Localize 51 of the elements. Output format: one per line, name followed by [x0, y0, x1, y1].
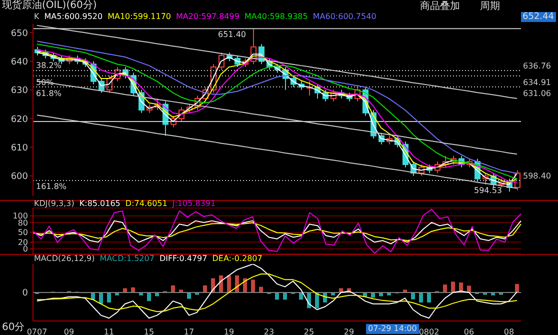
ref-line-label: 636.76 [523, 62, 551, 71]
y-tick-label: 640 [10, 57, 28, 68]
text: MA20:597.8499 [176, 12, 240, 22]
text: D:74.6051 [125, 199, 168, 209]
series-label: DEA:-0.2807 [212, 254, 262, 264]
text: MACD:1.5207 [100, 254, 154, 264]
ref-line-label: 631.06 [523, 88, 551, 98]
y-tick-label: 80 [18, 218, 28, 228]
x-tick-label: 08 [504, 328, 514, 335]
y-tick-label: 100 [12, 212, 28, 221]
x-tick-label: 09 [64, 328, 74, 335]
y-tick-label: 50 [18, 228, 28, 238]
y-tick-label: 650 [10, 28, 28, 39]
annotation: 61.8% [36, 89, 62, 99]
text: 652.44 [520, 12, 556, 22]
text: 周期 [480, 0, 500, 13]
x-tick-label: 06 [464, 328, 474, 335]
annotation: MACD(26,12,9) [34, 254, 95, 264]
annotation: 38.2% [36, 61, 62, 71]
text: 60分 [2, 322, 25, 333]
x-tick-label: 29 [344, 328, 354, 335]
x-tick-label: 15 [144, 328, 154, 335]
y-tick-label: 0 [22, 244, 28, 254]
x-tick-label: 0802 [418, 328, 440, 335]
annotation: KDJ(9,3,3) [34, 199, 74, 209]
x-tick-label: 0707 [26, 328, 48, 335]
text: K [34, 12, 40, 22]
series-label: J:105.8391 [172, 199, 216, 209]
annotation: 651.40 [218, 30, 246, 40]
y-tick-label: 610 [10, 143, 28, 154]
y-tick-label: 600 [10, 172, 28, 182]
annotation: 161.8% [36, 182, 67, 192]
ref-line-label: 598.40 [523, 172, 551, 181]
text: MA5:600.9520 [44, 12, 103, 22]
x-tick-label: 11 [104, 328, 114, 335]
chart-title: 现货原油(OIL)(60分) [2, 0, 97, 12]
text: MA40:598.9385 [244, 12, 308, 22]
text: DIFF:0.4797 [159, 254, 208, 264]
text: 商品叠加 [420, 0, 460, 13]
annotation: 594.53 [474, 186, 502, 196]
text: 07-29 14:00 [366, 324, 419, 334]
text: MA60:600.7540 [312, 12, 376, 22]
x-tick-label: 19 [224, 328, 234, 335]
y-tick-label: 630 [10, 86, 28, 96]
ref-line-label: 634.91 [523, 78, 551, 87]
series-label: K:85.0165 [79, 199, 120, 209]
x-tick-label: 23 [264, 328, 274, 335]
x-tick-label: 17 [184, 328, 194, 335]
y-tick-label: 620 [10, 114, 28, 125]
x-tick-label: 25 [304, 328, 314, 335]
text: MA10:599.1170 [108, 12, 172, 22]
